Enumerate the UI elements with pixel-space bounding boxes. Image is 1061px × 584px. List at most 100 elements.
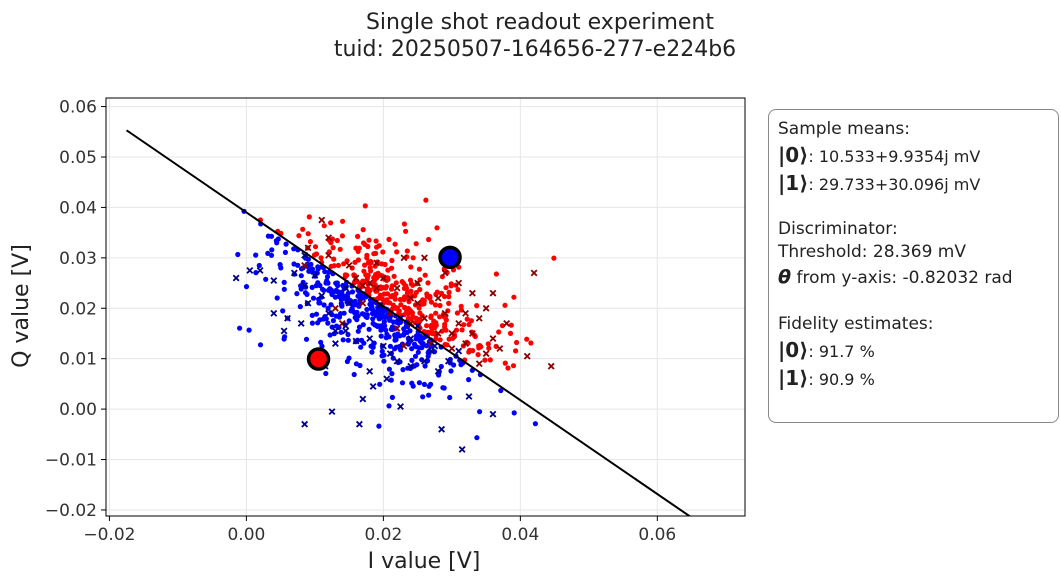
chart-title-line-1: Single shot readout experiment (366, 10, 714, 35)
state-0-misassigned-point (475, 360, 483, 368)
state-1-misassigned-point (379, 342, 387, 350)
state-0-point (396, 309, 402, 315)
state-0-point (508, 322, 514, 328)
y-tick-label: 0.01 (59, 350, 97, 370)
state-1-point (313, 283, 319, 289)
state-1-point (346, 355, 352, 361)
state-1-point (310, 295, 317, 301)
state-1-point (274, 240, 280, 246)
state-0-misassigned-point (352, 274, 360, 282)
state-1-misassigned-point (366, 367, 374, 375)
state-0-point (306, 214, 312, 220)
state-1-point (291, 246, 297, 252)
state-0-point (312, 244, 319, 250)
plot-frame (105, 97, 746, 517)
fidelity-1-value: : 90.9 % (808, 370, 875, 389)
state-0-misassigned-point (441, 269, 449, 277)
info-legend-box: Sample means: |0⟩: 10.533+9.9354j mV |1⟩… (768, 109, 1059, 423)
state-0-point (311, 252, 318, 258)
state-0-misassigned-point (332, 304, 339, 312)
state-1-point (448, 368, 454, 374)
state-1-point (369, 299, 375, 306)
state-0-point (416, 266, 422, 272)
state-0-point (409, 309, 415, 315)
state-1-misassigned-point (458, 446, 466, 453)
state-1-misassigned-point (270, 309, 278, 317)
state-1-point (256, 262, 262, 269)
state-0-point (389, 257, 395, 264)
state-0-point (385, 275, 391, 281)
state-1-misassigned-point (434, 367, 442, 375)
state-0-point (373, 238, 379, 244)
state-1-point (413, 336, 419, 342)
state-1-point (386, 334, 392, 340)
axis-ticks: −0.02 0.00 0.02 0.04 0.06 −0.02 −0.01 0.00 0.01 0… (45, 98, 676, 545)
state-1-point (355, 313, 361, 319)
state-1-point (281, 279, 287, 285)
state-0-misassigned-point (359, 282, 367, 290)
state-1-misassigned-point (393, 357, 401, 365)
state-0-point (392, 241, 398, 247)
y-tick-label: 0.00 (59, 400, 97, 420)
state-1-point (358, 344, 364, 350)
state-1-misassigned-point (332, 340, 339, 347)
state-0-point (455, 287, 461, 293)
state-1-point (243, 284, 250, 290)
state-1-point (389, 394, 395, 400)
state-0-misassigned-point (482, 304, 490, 312)
state-1-point (368, 306, 374, 312)
mean-1-value: : 29.733+30.096j mV (808, 175, 981, 194)
state-1-point (386, 366, 392, 372)
state-1-point (451, 362, 457, 368)
state-1-point (304, 291, 310, 297)
state-0-point (392, 296, 398, 302)
state-1-point (396, 344, 402, 350)
state-1-misassigned-point (345, 299, 353, 307)
state-0-point (356, 245, 362, 251)
state-0-misassigned-point (448, 345, 456, 353)
state-0-point (339, 233, 345, 239)
state-1-point (278, 265, 284, 271)
state-0-point (446, 289, 452, 295)
state-1-point (265, 250, 271, 256)
state-1-point (309, 284, 315, 290)
fid-ket-0-label: |0⟩ (778, 338, 809, 362)
ket-1-label: |1⟩ (778, 171, 809, 195)
state-0-point (443, 327, 449, 333)
state-0-misassigned-point (414, 279, 422, 287)
state-1-point (387, 343, 393, 349)
state-0-point (355, 233, 361, 239)
state-0-point (334, 237, 340, 244)
state-1-misassigned-point (332, 327, 339, 335)
state-0-point (344, 258, 350, 264)
state-1-point (235, 251, 241, 258)
state-0-point (408, 264, 414, 270)
state-1-point (414, 362, 420, 368)
state-0-point (524, 336, 530, 342)
x-tick-label: 0.06 (638, 525, 676, 545)
state-1-point (409, 380, 415, 386)
state-1-point (400, 367, 406, 373)
state-1-misassigned-point (342, 327, 350, 335)
state-0-point (410, 282, 416, 288)
state-0-point (434, 225, 440, 231)
state-0-misassigned-point (489, 335, 497, 342)
state-1-point (237, 325, 243, 331)
discriminator-heading: Discriminator: (778, 219, 898, 239)
state-1-point (280, 308, 286, 314)
state-1-misassigned-point (407, 335, 415, 342)
state-1-point (349, 289, 356, 295)
state-0-point (364, 252, 370, 258)
state-1-point (303, 336, 310, 342)
state-1-point (378, 327, 384, 333)
state-1-point (346, 318, 352, 324)
state-1-point (281, 336, 287, 342)
state-1-point (333, 287, 339, 293)
state-0-point (459, 327, 465, 333)
state-0-point (362, 203, 368, 209)
mean-marker-state-0 (306, 347, 331, 371)
state-0-point (422, 272, 428, 278)
state-1-misassigned-point (355, 420, 363, 428)
state-1-misassigned-point (386, 350, 394, 358)
state-1-point (333, 323, 340, 329)
